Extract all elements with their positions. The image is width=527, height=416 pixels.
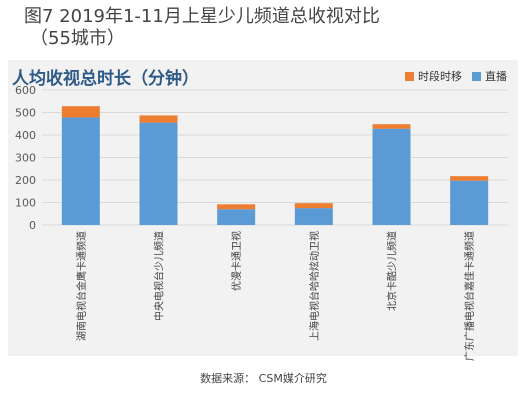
legend-label-live: 直播 xyxy=(485,70,507,83)
figure-title-line2: （55城市） xyxy=(30,28,125,49)
x-tick-label-3: 上海电视台哈哈炫动卫视 xyxy=(308,231,321,341)
bar-timeshift-4 xyxy=(372,124,411,129)
legend-swatch-live xyxy=(472,71,481,81)
figure-title-line1: 图7 2019年1-11月上星少儿频道总收视对比 xyxy=(24,6,380,27)
y-tick-label-600: 600 xyxy=(15,84,36,97)
legend-label-timeshift: 时段时移 xyxy=(418,70,462,83)
bar-timeshift-5 xyxy=(450,176,489,181)
x-tick-label-4: 北京卡酷少儿频道 xyxy=(386,231,399,311)
bar-live-3 xyxy=(294,208,333,225)
legend-swatch-timeshift xyxy=(405,71,414,81)
figure-title: 图7 2019年1-11月上星少儿频道总收视对比 （55城市） xyxy=(24,6,514,50)
x-tick-label-1: 中央电视台少儿频道 xyxy=(153,231,166,321)
legend-item-timeshift: 时段时移 xyxy=(405,68,462,84)
bar-timeshift-1 xyxy=(139,115,178,123)
bar-live-0 xyxy=(61,117,100,225)
x-tick-label-5: 广东广播电视台嘉佳卡通频道 xyxy=(463,231,476,361)
y-tick-label-500: 500 xyxy=(15,107,36,120)
y-tick-label-0: 0 xyxy=(29,219,36,232)
y-tick-label-400: 400 xyxy=(15,129,36,142)
data-source-note: 数据来源： CSM媒介研究 xyxy=(200,372,327,385)
bar-live-5 xyxy=(450,180,489,225)
chart-title: 人均收视总时长（分钟） xyxy=(12,69,199,89)
bar-live-4 xyxy=(372,128,411,225)
bar-timeshift-2 xyxy=(217,204,256,210)
x-tick-label-2: 优漫卡通卫视 xyxy=(230,231,243,291)
bar-timeshift-0 xyxy=(61,106,100,118)
x-tick-label-0: 湖南电视台金鹰卡通频道 xyxy=(75,231,88,341)
bar-timeshift-3 xyxy=(294,203,333,209)
legend-item-live: 直播 xyxy=(472,68,507,84)
bar-live-2 xyxy=(217,209,256,225)
y-tick-label-300: 300 xyxy=(15,152,36,165)
y-tick-label-200: 200 xyxy=(15,174,36,187)
chart-legend: 时段时移 直播 xyxy=(405,68,507,84)
bar-live-1 xyxy=(139,122,178,225)
y-tick-label-100: 100 xyxy=(15,197,36,210)
